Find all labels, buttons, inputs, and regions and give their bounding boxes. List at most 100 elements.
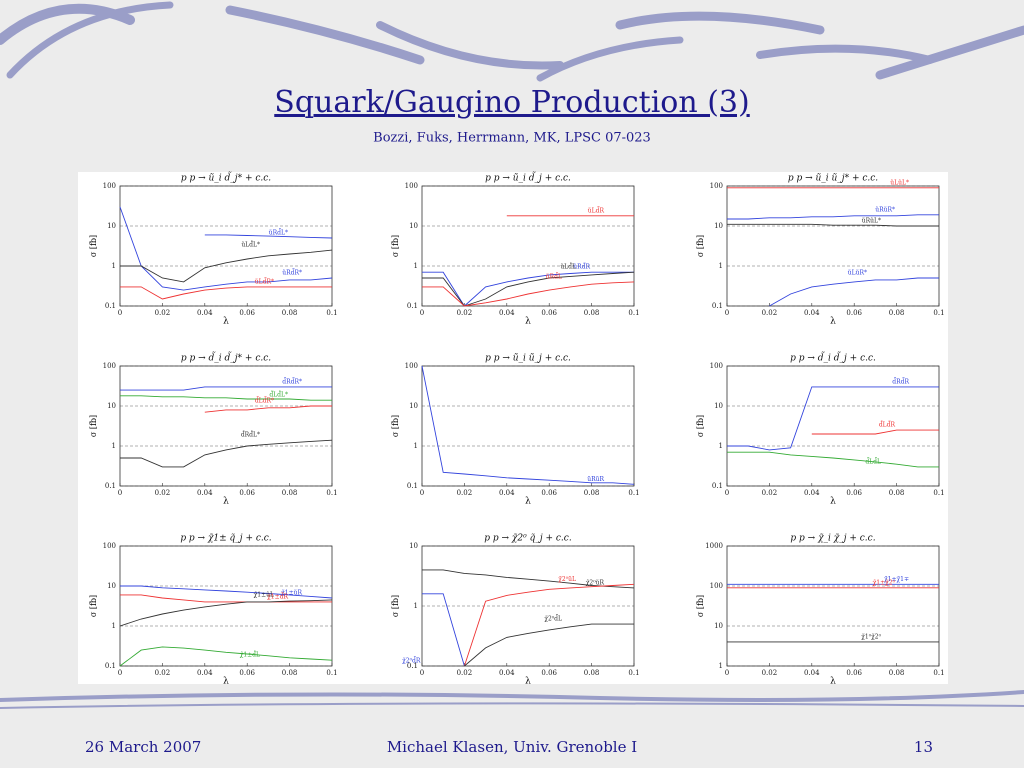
series-line <box>120 439 333 468</box>
series-label: χ̃2⁰d̃R <box>402 657 421 664</box>
plot-frame <box>421 365 635 487</box>
y-tick-label: 0.1 <box>712 302 723 310</box>
x-tick-label: 0.06 <box>541 309 557 317</box>
y-axis-label: σ [fb] <box>696 415 705 437</box>
series-label: ũRũR* <box>875 206 895 213</box>
x-tick-label: 0.08 <box>282 669 298 677</box>
series-line <box>119 599 333 627</box>
series-label: d̃Rd̃R* <box>282 378 302 385</box>
x-tick-label: 0.04 <box>197 309 213 317</box>
series-line <box>422 593 465 667</box>
x-tick-label: 0.06 <box>239 489 255 497</box>
y-axis-label: σ [fb] <box>391 415 400 437</box>
y-tick-label: 100 <box>103 542 116 550</box>
series-label: ũLd̃R <box>588 207 605 214</box>
series-label: χ̃1±χ̃1∓ <box>884 576 909 583</box>
y-tick-label: 0.1 <box>407 662 418 670</box>
series-label: ũRd̃L* <box>269 229 288 236</box>
x-tick-label: 0.06 <box>846 489 862 497</box>
x-axis-label: λ <box>223 677 229 687</box>
slide-subtitle: Bozzi, Fuks, Herrmann, MK, LPSC 07-023 <box>373 131 651 146</box>
series-line <box>119 646 333 667</box>
footer-author: Michael Klasen, Univ. Grenoble I <box>387 738 637 756</box>
series-line <box>727 451 939 468</box>
plot-frame <box>726 545 940 667</box>
x-tick-label: 0.06 <box>239 309 255 317</box>
series-line <box>464 623 634 667</box>
x-tick-label: 0.02 <box>762 669 778 677</box>
y-tick-label: 100 <box>103 182 116 190</box>
chart-title: p p → ũ_i ũ_j* + c.c. <box>788 173 878 184</box>
series-label: ũLũL* <box>890 179 909 186</box>
y-tick-label: 1 <box>414 262 418 270</box>
series-label: ũLd̃R* <box>255 278 274 285</box>
series-label: ũLd̃L* <box>241 241 260 248</box>
x-tick-label: 0.1 <box>933 489 944 497</box>
plot-frame <box>726 365 940 487</box>
y-tick-label: 0.1 <box>712 482 723 490</box>
x-tick-label: 0.1 <box>628 309 639 317</box>
series-label: χ̃2⁰ũR <box>586 579 605 586</box>
x-tick-label: 0.02 <box>457 309 473 317</box>
y-axis-label: σ [fb] <box>391 235 400 257</box>
y-axis-label: σ [fb] <box>391 595 400 617</box>
series-label: ũLd̃L <box>560 263 576 270</box>
y-tick-label: 10 <box>409 222 418 230</box>
x-tick-label: 0.06 <box>541 669 557 677</box>
x-tick-label: 0.04 <box>804 669 820 677</box>
x-tick-label: 0.08 <box>889 489 905 497</box>
series-label: d̃Rd̃R <box>892 378 909 385</box>
y-tick-label: 1 <box>112 622 116 630</box>
series-label: d̃Ld̃R* <box>255 397 274 404</box>
chart-title: p p → χ̃1± q̃_j + c.c. <box>180 533 271 544</box>
x-tick-label: 0.08 <box>889 669 905 677</box>
footer-page: 13 <box>914 738 933 756</box>
x-axis-label: λ <box>223 497 229 507</box>
x-tick-label: 0.04 <box>804 489 820 497</box>
y-axis-label: σ [fb] <box>89 415 98 437</box>
series-line <box>421 365 635 485</box>
x-tick-label: 0.04 <box>499 489 515 497</box>
y-tick-label: 10 <box>107 402 116 410</box>
series-line <box>120 249 333 283</box>
y-tick-label: 100 <box>103 362 116 370</box>
y-tick-label: 100 <box>405 362 418 370</box>
x-tick-label: 0.1 <box>326 669 337 677</box>
chart-title: p p → ũ_i d̃_j* + c.c. <box>181 171 271 184</box>
x-tick-label: 0 <box>420 669 424 677</box>
series-line <box>727 386 939 451</box>
x-axis-label: λ <box>223 317 229 327</box>
x-tick-label: 0.04 <box>499 309 515 317</box>
x-axis-label: λ <box>830 497 836 507</box>
y-tick-label: 1 <box>719 662 723 670</box>
series-label: χ̃1±d̃L <box>240 651 260 658</box>
y-axis-label: σ [fb] <box>89 235 98 257</box>
series-label: χ̃2⁰ũL <box>558 576 576 583</box>
chart-title: p p → d̃_i d̃_j* + c.c. <box>181 351 271 364</box>
x-tick-label: 0.06 <box>541 489 557 497</box>
slide-title: Squark/Gaugino Production (3) <box>274 85 749 120</box>
y-tick-label: 0.1 <box>105 662 116 670</box>
x-tick-label: 0 <box>420 309 424 317</box>
plot-frame <box>119 545 333 667</box>
x-axis-label: λ <box>830 677 836 687</box>
y-tick-label: 1 <box>414 442 418 450</box>
series-line <box>120 594 332 603</box>
y-tick-label: 1 <box>112 442 116 450</box>
y-tick-label: 0.1 <box>105 302 116 310</box>
y-tick-label: 0.1 <box>407 482 418 490</box>
series-label: d̃Ld̃L <box>865 458 881 465</box>
series-label: χ̃1±χ̃2⁰ <box>873 579 896 586</box>
series-label: ũRd̃R* <box>282 269 302 276</box>
y-tick-label: 1 <box>112 262 116 270</box>
x-tick-label: 0.02 <box>457 669 473 677</box>
series-label: χ̃1±d̃R <box>267 593 288 600</box>
figure-panel <box>78 172 948 684</box>
x-tick-label: 0.04 <box>499 669 515 677</box>
series-label: d̃Ld̃L* <box>269 391 288 398</box>
x-tick-label: 0.08 <box>282 489 298 497</box>
series-label: ũRd̃R <box>573 263 590 270</box>
chart-title: p p → χ̃2⁰ q̃_j + c.c. <box>484 533 572 544</box>
series-line <box>120 395 332 401</box>
